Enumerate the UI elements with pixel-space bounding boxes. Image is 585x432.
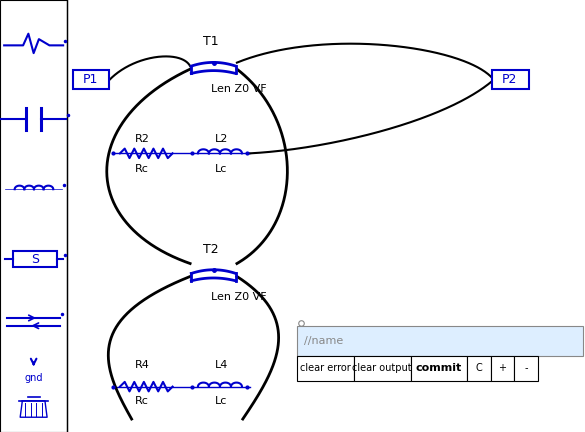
Text: gnd: gnd: [25, 373, 43, 383]
Bar: [354, 356, 411, 381]
Text: S: S: [32, 253, 39, 266]
Text: Lc: Lc: [215, 396, 228, 406]
Text: L2: L2: [215, 134, 228, 144]
Bar: [0, 0, 67, 432]
Bar: [13, 251, 57, 267]
Text: //name: //name: [304, 336, 343, 346]
Bar: [411, 356, 467, 381]
Text: clear output: clear output: [353, 363, 412, 374]
Text: Len Z0 VF: Len Z0 VF: [211, 84, 266, 95]
Text: R2: R2: [135, 134, 150, 144]
Bar: [297, 356, 354, 381]
Bar: [73, 70, 109, 89]
Text: clear error: clear error: [300, 363, 351, 374]
Text: C: C: [476, 363, 483, 374]
Text: P2: P2: [502, 73, 517, 86]
Text: P1: P1: [82, 73, 98, 86]
Bar: [491, 356, 514, 381]
Bar: [467, 356, 491, 381]
Text: -: -: [524, 363, 528, 374]
Text: Len Z0 VF: Len Z0 VF: [211, 292, 266, 302]
Text: T1: T1: [203, 35, 218, 48]
Text: +: +: [498, 363, 507, 374]
Bar: [514, 356, 538, 381]
Text: Rc: Rc: [135, 396, 149, 406]
Text: Rc: Rc: [135, 164, 149, 174]
Text: R4: R4: [135, 360, 150, 370]
Text: commit: commit: [416, 363, 462, 374]
Text: Lc: Lc: [215, 164, 228, 174]
Text: T2: T2: [203, 243, 218, 256]
Bar: [297, 326, 583, 356]
Bar: [492, 70, 529, 89]
Text: L4: L4: [215, 360, 228, 370]
Polygon shape: [20, 401, 47, 417]
